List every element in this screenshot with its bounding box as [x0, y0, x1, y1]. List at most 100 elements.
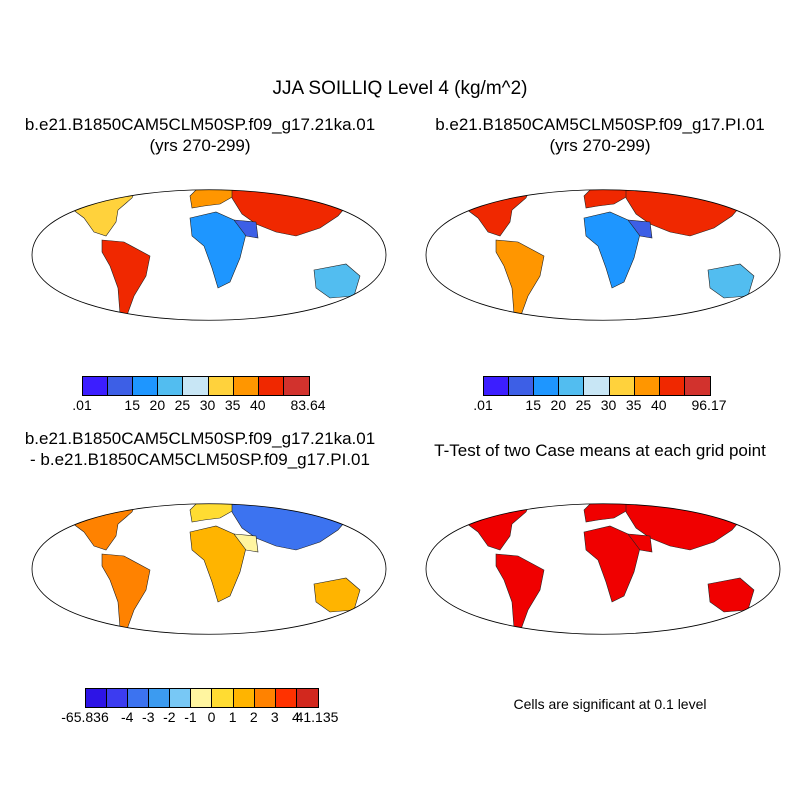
colorbar-swatch — [275, 689, 297, 707]
colorbar-swatch — [233, 689, 255, 707]
landmass-arabia — [233, 533, 259, 553]
panel-title-pi-years: (yrs 270-299) — [549, 136, 651, 155]
colorbar-swatch — [534, 377, 560, 395]
landmass-antarctica — [116, 644, 310, 654]
landmass-africa — [583, 211, 641, 289]
colorbar-swatch — [83, 377, 109, 395]
landmass-arabia — [627, 219, 653, 239]
landmass-europe — [583, 503, 629, 523]
landmass-greenland — [132, 478, 160, 500]
colorbar-tick-label: -1 — [184, 709, 197, 725]
colorbar-tick-label: -4 — [120, 709, 134, 725]
landmass-antarctica — [510, 330, 704, 340]
colorbar-tick-label: 25 — [575, 397, 592, 413]
landmass-northAmerica — [451, 189, 535, 237]
colorbar-tick-label: 30 — [600, 397, 617, 413]
colorbar-swatch — [233, 377, 259, 395]
landmass-australia — [707, 577, 755, 613]
significance-note: Cells are significant at 0.1 level — [513, 696, 707, 712]
landmass-arabia — [233, 219, 259, 239]
colorbar-swatch — [86, 689, 108, 707]
landmass-australia — [707, 263, 755, 299]
colorbar-21ka — [82, 376, 310, 396]
colorbar-swatch — [128, 689, 150, 707]
colorbar-swatch — [108, 377, 134, 395]
colorbar-tick-label: 3 — [270, 709, 279, 725]
panel-title-pi: b.e21.B1850CAM5CLM50SP.f09_g17.PI.01 (yr… — [400, 114, 800, 156]
colorbar-swatch — [609, 377, 635, 395]
colorbar-tick-label: 1 — [228, 709, 237, 725]
panel-title-ttest: T-Test of two Case means at each grid po… — [434, 441, 766, 460]
colorbar-swatch — [684, 377, 710, 395]
colorbar-swatch — [484, 377, 510, 395]
map-boundary — [31, 189, 387, 321]
colorbar-swatch — [509, 377, 535, 395]
colorbar-swatch — [183, 377, 209, 395]
colorbar-swatch — [133, 377, 159, 395]
map-boundary — [31, 503, 387, 635]
colorbar-tick-label: 20 — [550, 397, 567, 413]
colorbar-tick-label: 83.64 — [290, 397, 326, 413]
colorbar-swatch — [634, 377, 660, 395]
colorbar-swatch — [659, 377, 685, 395]
landmass-southAmerica — [495, 239, 545, 319]
colorbar-pi — [483, 376, 711, 396]
landmass-europe — [583, 189, 629, 209]
colorbar-swatch — [258, 377, 284, 395]
landmass-asia — [625, 189, 749, 237]
colorbar-tick-label: 0 — [207, 709, 216, 725]
colorbar-swatch — [170, 689, 192, 707]
landmass-southAmerica — [495, 553, 545, 633]
landmass-africa — [189, 525, 247, 603]
landmass-antarctica — [510, 644, 704, 654]
colorbar-tick-label: 41.135 — [295, 709, 339, 725]
colorbar-tick-label: 35 — [224, 397, 241, 413]
colorbar-tick-label: 30 — [199, 397, 216, 413]
landmass-asia — [625, 503, 749, 551]
colorbar-swatch — [283, 377, 309, 395]
colorbar-tick-label: -65.836 — [61, 709, 109, 725]
colorbar-tick-label: 15 — [124, 397, 141, 413]
landmass-africa — [583, 525, 641, 603]
colorbar-tick-label: -2 — [163, 709, 176, 725]
landmass-northAmerica — [451, 503, 535, 551]
colorbar-swatch — [158, 377, 184, 395]
landmass-greenland — [132, 164, 160, 186]
colorbar-swatch — [584, 377, 610, 395]
landmass-europe — [189, 503, 235, 523]
colorbar-swatch — [107, 689, 129, 707]
colorbar-tick-label: -3 — [142, 709, 155, 725]
panel-title-21ka-years: (yrs 270-299) — [149, 136, 251, 155]
figure-title: JJA SOILLIQ Level 4 (kg/m^2) — [272, 78, 528, 99]
colorbar-swatch — [212, 689, 234, 707]
panel-title-difference-line2: - b.e21.B1850CAM5CLM50SP.f09_g17.PI.01 — [30, 450, 370, 469]
landmass-antarctica — [116, 330, 310, 340]
panel-title-pi-line1: b.e21.B1850CAM5CLM50SP.f09_g17.PI.01 — [435, 115, 765, 134]
colorbar-swatch — [296, 689, 318, 707]
map-boundary — [425, 189, 781, 321]
colorbar-swatch — [149, 689, 171, 707]
landmass-greenland — [526, 478, 554, 500]
colorbar-tick-label: 20 — [149, 397, 166, 413]
landmass-greenland — [526, 164, 554, 186]
colorbar-swatch — [208, 377, 234, 395]
colorbar-tick-label: 2 — [249, 709, 258, 725]
colorbar-tick-label: 25 — [174, 397, 191, 413]
colorbar-tick-label: 4 — [292, 709, 300, 725]
colorbar-swatch — [191, 689, 213, 707]
colorbar-difference — [85, 688, 319, 708]
landmass-arabia — [627, 533, 653, 553]
landmass-africa — [189, 211, 247, 289]
map-pi — [425, 164, 781, 340]
panel-title-21ka: b.e21.B1850CAM5CLM50SP.f09_g17.21ka.01 (… — [0, 114, 400, 156]
colorbar-tick-label: .01 — [473, 397, 493, 413]
landmass-australia — [313, 263, 361, 299]
landmass-northAmerica — [57, 503, 141, 551]
landmass-asia — [231, 503, 355, 551]
colorbar-swatch — [254, 689, 276, 707]
map-21ka — [31, 164, 387, 340]
landmass-southAmerica — [101, 553, 151, 633]
map-difference — [31, 478, 387, 654]
colorbar-tick-label: 40 — [650, 397, 667, 413]
colorbar-tick-label: 96.17 — [691, 397, 727, 413]
